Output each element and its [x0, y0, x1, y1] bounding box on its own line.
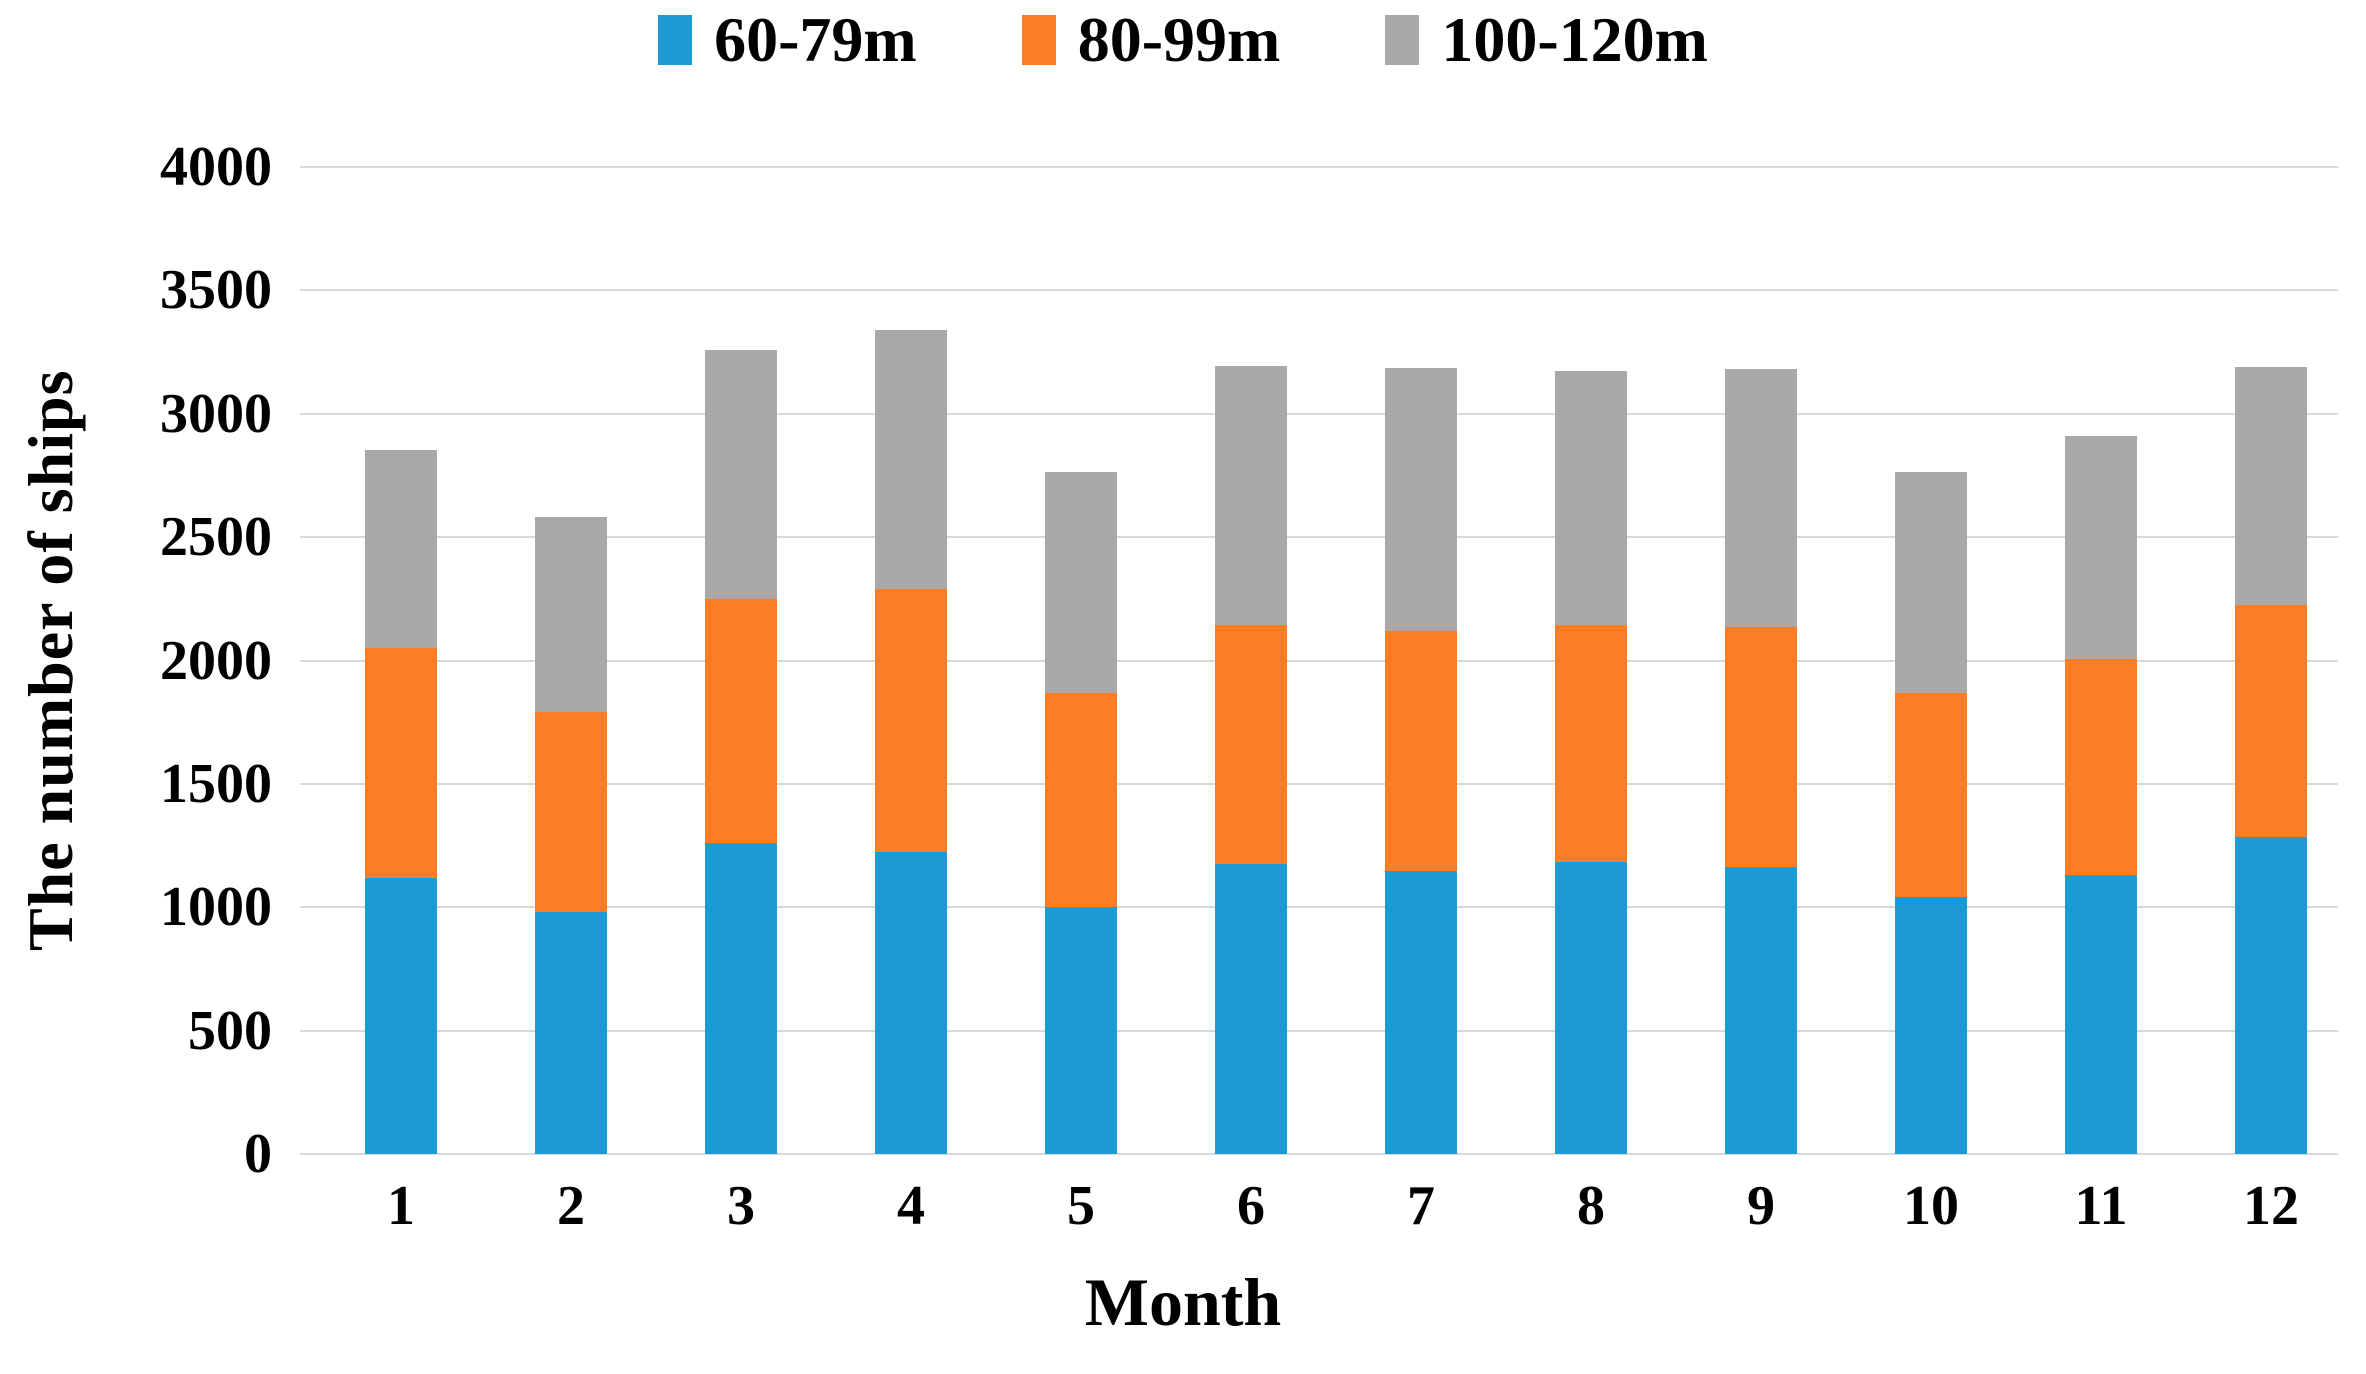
gridline-1500 [300, 782, 2338, 785]
bar-segment-60-79m-month-4 [875, 851, 947, 1154]
y-tick-label-2000: 2000 [160, 629, 272, 692]
legend-label-60-79m: 60-79m [714, 4, 917, 75]
bar-segment-80-99m-month-10 [1895, 692, 1967, 898]
gridline-2500 [300, 536, 2338, 539]
bar-segment-100-120m-month-3 [705, 349, 777, 599]
x-tick-label-2: 2 [557, 1175, 585, 1237]
bar-segment-60-79m-month-6 [1215, 864, 1287, 1154]
bar-segment-100-120m-month-4 [875, 329, 947, 589]
bar-segment-100-120m-month-6 [1215, 365, 1287, 625]
bar-month-3 [705, 349, 777, 1154]
bar-segment-80-99m-month-12 [2235, 605, 2307, 837]
gridline-3000 [300, 412, 2338, 415]
bar-segment-80-99m-month-2 [535, 712, 607, 913]
x-tick-label-3: 3 [727, 1175, 755, 1237]
bar-segment-60-79m-month-5 [1045, 907, 1117, 1154]
y-tick-label-1500: 1500 [160, 752, 272, 815]
bar-segment-100-120m-month-9 [1725, 369, 1797, 628]
bar-segment-100-120m-month-12 [2235, 366, 2307, 605]
bar-segment-80-99m-month-5 [1045, 692, 1117, 908]
bar-month-2 [535, 517, 607, 1154]
y-axis-tick-labels: 0 500 1000 1500 2000 2500 3000 3500 4000 [0, 139, 272, 1182]
bar-segment-100-120m-month-11 [2065, 436, 2137, 660]
x-tick-label-12: 12 [2243, 1175, 2299, 1237]
legend-item-60-79m: 60-79m [658, 8, 917, 72]
x-tick-label-9: 9 [1747, 1175, 1775, 1237]
y-tick-label-3000: 3000 [160, 382, 272, 445]
bar-segment-60-79m-month-12 [2235, 836, 2307, 1154]
legend-item-80-99m: 80-99m [1021, 4, 1281, 75]
bar-segment-100-120m-month-5 [1045, 471, 1117, 693]
bar-segment-60-79m-month-8 [1555, 861, 1627, 1154]
bar-segment-60-79m-month-7 [1385, 871, 1457, 1154]
bar-segment-60-79m-month-3 [705, 843, 777, 1154]
x-axis-tick-labels: 1 2 3 4 5 6 7 8 9 10 11 12 [300, 1178, 2338, 1248]
legend-swatch-80-99m [1021, 15, 1056, 65]
bar-segment-60-79m-month-9 [1725, 866, 1797, 1154]
y-tick-label-0: 0 [244, 1123, 272, 1185]
gridline-0 [300, 1153, 2338, 1155]
bar-month-11 [2065, 436, 2137, 1154]
bar-segment-100-120m-month-10 [1895, 471, 1967, 693]
x-axis-title: Month [1084, 1264, 1282, 1340]
bar-segment-100-120m-month-1 [365, 449, 437, 649]
bar-month-9 [1725, 369, 1797, 1154]
bar-segment-60-79m-month-10 [1895, 897, 1967, 1154]
gridline-3500 [300, 289, 2338, 292]
bar-month-10 [1895, 471, 1967, 1154]
gridline-500 [300, 1029, 2338, 1032]
x-tick-label-10: 10 [1903, 1175, 1959, 1237]
bar-segment-80-99m-month-7 [1385, 630, 1457, 872]
bar-segment-60-79m-month-1 [365, 877, 437, 1154]
bar-segment-100-120m-month-7 [1385, 368, 1457, 631]
bar-month-5 [1045, 471, 1117, 1154]
bar-month-6 [1215, 365, 1287, 1154]
bar-segment-60-79m-month-2 [535, 912, 607, 1154]
y-tick-label-4000: 4000 [160, 136, 272, 198]
gridline-2000 [300, 659, 2338, 662]
x-tick-label-11: 11 [2074, 1175, 2128, 1237]
x-tick-label-4: 4 [897, 1175, 925, 1237]
legend-label-100-120m: 100-120m [1441, 4, 1708, 75]
bar-segment-80-99m-month-9 [1725, 627, 1797, 867]
bar-segment-80-99m-month-3 [705, 598, 777, 844]
legend-swatch-60-79m [658, 15, 693, 65]
bar-segment-100-120m-month-8 [1555, 370, 1627, 625]
x-tick-label-1: 1 [387, 1175, 415, 1237]
bar-segment-80-99m-month-11 [2065, 659, 2137, 876]
chart-legend: 60-79m 80-99m 100-120m [0, 8, 2366, 72]
x-tick-label-7: 7 [1407, 1175, 1435, 1237]
bar-month-4 [875, 329, 947, 1154]
y-tick-label-2500: 2500 [160, 506, 272, 569]
bar-segment-80-99m-month-6 [1215, 624, 1287, 865]
y-tick-label-500: 500 [188, 999, 272, 1062]
x-tick-label-6: 6 [1237, 1175, 1265, 1237]
bar-segment-60-79m-month-11 [2065, 875, 2137, 1154]
bar-month-1 [365, 449, 437, 1154]
plot-area [300, 166, 2338, 1155]
x-tick-label-5: 5 [1067, 1175, 1095, 1237]
x-tick-label-8: 8 [1577, 1175, 1605, 1237]
y-tick-label-1000: 1000 [160, 876, 272, 939]
legend-swatch-100-120m [1385, 15, 1420, 65]
legend-item-100-120m: 100-120m [1385, 8, 1708, 72]
bar-segment-80-99m-month-4 [875, 588, 947, 852]
bar-segment-80-99m-month-8 [1555, 624, 1627, 862]
legend-label-80-99m: 80-99m [1077, 4, 1281, 75]
gridline-1000 [300, 906, 2338, 909]
bar-month-12 [2235, 366, 2307, 1154]
gridline-4000 [300, 166, 2338, 168]
bar-segment-100-120m-month-2 [535, 517, 607, 713]
bar-month-7 [1385, 368, 1457, 1154]
bar-segment-80-99m-month-1 [365, 648, 437, 878]
bar-month-8 [1555, 370, 1627, 1154]
y-tick-label-3500: 3500 [160, 259, 272, 322]
